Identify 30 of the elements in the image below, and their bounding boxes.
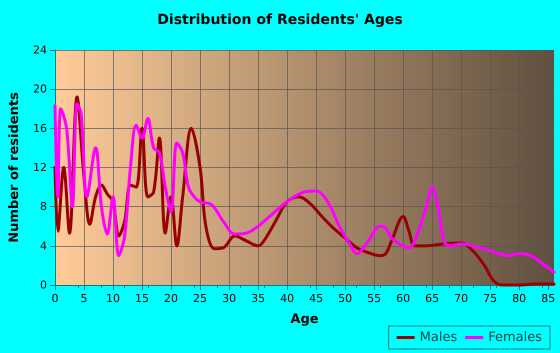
x-tick-label: 40 bbox=[280, 292, 294, 305]
x-tick-label: 35 bbox=[251, 292, 266, 305]
legend-label: Females bbox=[488, 330, 542, 345]
x-tick-label: 50 bbox=[338, 292, 352, 305]
x-tick-label: 85 bbox=[541, 292, 556, 305]
x-tick-label: 75 bbox=[483, 292, 498, 305]
x-tick-label: 25 bbox=[193, 292, 208, 305]
x-tick-label: 20 bbox=[164, 292, 178, 305]
x-tick-label: 30 bbox=[222, 292, 236, 305]
y-tick-label: 24 bbox=[33, 44, 47, 56]
y-tick-label: 12 bbox=[33, 161, 47, 174]
x-tick-label: 55 bbox=[367, 292, 382, 305]
x-tick-label: 15 bbox=[135, 292, 150, 305]
y-tick-label: 8 bbox=[40, 200, 47, 214]
x-axis-title: Age bbox=[290, 312, 319, 327]
legend-label: Males bbox=[420, 330, 458, 345]
y-tick-label: 16 bbox=[33, 122, 47, 135]
x-tick-label: 5 bbox=[80, 292, 88, 305]
y-axis-title: Number of residents bbox=[7, 92, 22, 243]
chart-title: Distribution of Residents' Ages bbox=[157, 12, 403, 28]
x-tick-label: 80 bbox=[512, 292, 526, 305]
x-tick-label: 65 bbox=[425, 292, 440, 305]
y-tick-label: 0 bbox=[40, 278, 47, 292]
y-tick-label: 20 bbox=[33, 82, 47, 96]
x-tick-label: 60 bbox=[396, 292, 410, 305]
x-tick-label: 45 bbox=[309, 292, 324, 305]
x-tick-label: 70 bbox=[454, 292, 468, 305]
y-tick-label: 4 bbox=[40, 239, 47, 252]
x-tick-label: 10 bbox=[106, 292, 120, 305]
x-tick-label: 0 bbox=[52, 292, 58, 305]
